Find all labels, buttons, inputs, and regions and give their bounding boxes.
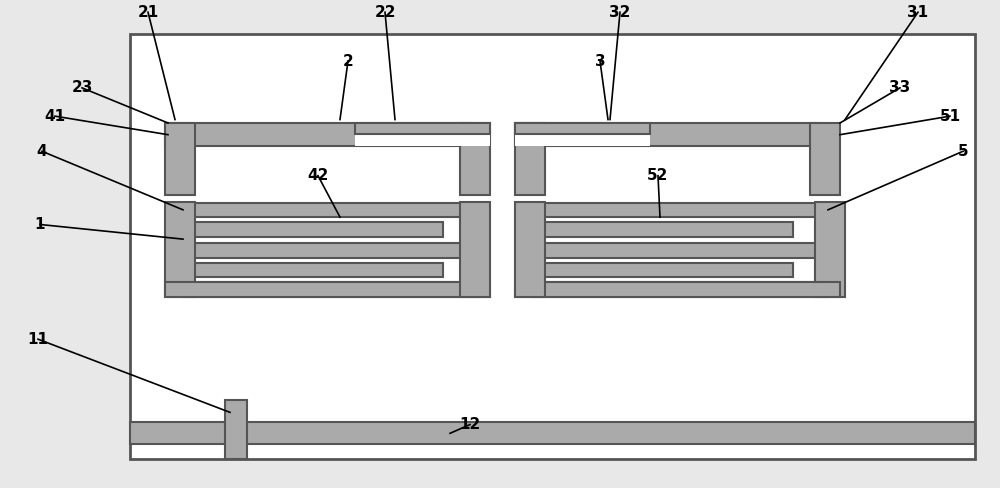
Text: 51: 51 <box>939 109 961 123</box>
Text: 11: 11 <box>28 332 48 346</box>
Bar <box>165 123 195 195</box>
Bar <box>165 123 470 146</box>
Bar <box>515 123 820 146</box>
Bar <box>515 202 545 297</box>
Text: 12: 12 <box>459 417 481 432</box>
Text: 2: 2 <box>343 54 353 68</box>
Bar <box>815 202 845 297</box>
Bar <box>533 282 828 297</box>
Bar <box>460 202 490 297</box>
Text: 41: 41 <box>44 109 66 123</box>
Bar <box>165 202 195 297</box>
Bar <box>183 222 443 237</box>
Text: 3: 3 <box>595 54 605 68</box>
Bar <box>183 243 478 258</box>
Text: 22: 22 <box>374 5 396 20</box>
Bar <box>533 203 828 217</box>
Text: 32: 32 <box>609 5 631 20</box>
Bar <box>355 123 490 146</box>
Bar <box>460 123 490 195</box>
Text: 5: 5 <box>958 144 968 159</box>
Bar <box>225 400 247 459</box>
Text: 52: 52 <box>647 168 669 183</box>
Text: 21: 21 <box>137 5 159 20</box>
Text: 4: 4 <box>37 144 47 159</box>
Bar <box>183 282 478 297</box>
Text: 23: 23 <box>71 81 93 95</box>
Bar <box>515 123 650 134</box>
Text: 1: 1 <box>35 217 45 232</box>
Bar <box>533 243 828 258</box>
Bar <box>515 123 650 146</box>
Bar <box>810 123 840 195</box>
Text: 33: 33 <box>889 81 911 95</box>
Bar <box>183 203 478 217</box>
Bar <box>355 123 490 134</box>
Bar <box>515 123 545 195</box>
Text: 31: 31 <box>907 5 929 20</box>
Bar <box>515 282 840 297</box>
Bar <box>183 263 443 277</box>
Text: 42: 42 <box>307 168 329 183</box>
Bar <box>130 422 975 444</box>
Bar <box>165 282 490 297</box>
Bar <box>533 222 793 237</box>
Bar <box>130 34 975 459</box>
Bar <box>533 263 793 277</box>
